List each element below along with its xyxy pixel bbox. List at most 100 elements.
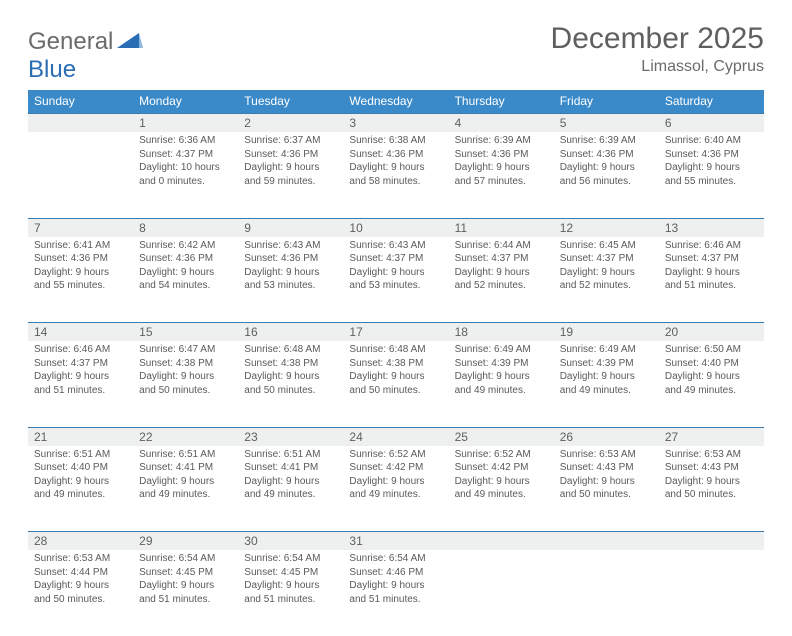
day-info-line: Sunrise: 6:39 AM xyxy=(455,134,548,148)
day-info-line: Sunset: 4:44 PM xyxy=(34,566,127,580)
day-info-line: Sunset: 4:36 PM xyxy=(34,252,127,266)
day-info-line: Sunset: 4:41 PM xyxy=(139,461,232,475)
day-info: Sunrise: 6:39 AMSunset: 4:36 PMDaylight:… xyxy=(453,132,550,188)
day-number-cell: 14 xyxy=(28,323,133,342)
day-info-line: Sunset: 4:39 PM xyxy=(455,357,548,371)
day-info-line: Daylight: 9 hours xyxy=(560,475,653,489)
day-number-cell: 6 xyxy=(659,114,764,133)
day-info-line: and 50 minutes. xyxy=(665,488,758,502)
day-number-cell: 12 xyxy=(554,218,659,237)
day-cell: Sunrise: 6:44 AMSunset: 4:37 PMDaylight:… xyxy=(449,237,554,323)
day-info: Sunrise: 6:40 AMSunset: 4:36 PMDaylight:… xyxy=(663,132,760,188)
day-header-thu: Thursday xyxy=(449,90,554,114)
day-info-line: Sunrise: 6:53 AM xyxy=(34,552,127,566)
day-info-line: Sunrise: 6:44 AM xyxy=(455,239,548,253)
day-info: Sunrise: 6:50 AMSunset: 4:40 PMDaylight:… xyxy=(663,341,760,397)
day-info-line: Sunrise: 6:49 AM xyxy=(560,343,653,357)
day-info-line: Sunset: 4:43 PM xyxy=(665,461,758,475)
day-info-line: and 55 minutes. xyxy=(34,279,127,293)
day-info-line: Sunrise: 6:36 AM xyxy=(139,134,232,148)
day-cell: Sunrise: 6:46 AMSunset: 4:37 PMDaylight:… xyxy=(28,341,133,427)
day-cell: Sunrise: 6:46 AMSunset: 4:37 PMDaylight:… xyxy=(659,237,764,323)
day-info-line: Sunset: 4:46 PM xyxy=(349,566,442,580)
day-info: Sunrise: 6:38 AMSunset: 4:36 PMDaylight:… xyxy=(347,132,444,188)
day-info: Sunrise: 6:53 AMSunset: 4:43 PMDaylight:… xyxy=(663,446,760,502)
day-info: Sunrise: 6:54 AMSunset: 4:45 PMDaylight:… xyxy=(137,550,234,606)
day-info-line: Sunset: 4:36 PM xyxy=(349,148,442,162)
day-number-cell: 8 xyxy=(133,218,238,237)
day-info: Sunrise: 6:51 AMSunset: 4:41 PMDaylight:… xyxy=(137,446,234,502)
day-info-line: Daylight: 9 hours xyxy=(455,475,548,489)
day-number-cell: 30 xyxy=(238,532,343,551)
day-number-cell: 25 xyxy=(449,427,554,446)
day-cell: Sunrise: 6:39 AMSunset: 4:36 PMDaylight:… xyxy=(554,132,659,218)
day-cell: Sunrise: 6:52 AMSunset: 4:42 PMDaylight:… xyxy=(449,446,554,532)
day-number-cell: 17 xyxy=(343,323,448,342)
day-cell: Sunrise: 6:52 AMSunset: 4:42 PMDaylight:… xyxy=(343,446,448,532)
day-info-line: Sunrise: 6:52 AM xyxy=(455,448,548,462)
day-info-line: Daylight: 9 hours xyxy=(244,475,337,489)
day-info-line: Daylight: 9 hours xyxy=(244,161,337,175)
day-header-row: Sunday Monday Tuesday Wednesday Thursday… xyxy=(28,90,764,114)
day-info-line: Daylight: 9 hours xyxy=(455,370,548,384)
day-cell: Sunrise: 6:53 AMSunset: 4:43 PMDaylight:… xyxy=(554,446,659,532)
day-info-line: Sunrise: 6:51 AM xyxy=(34,448,127,462)
day-number-cell: 27 xyxy=(659,427,764,446)
day-info-line: Sunrise: 6:46 AM xyxy=(665,239,758,253)
day-number-row: 14151617181920 xyxy=(28,323,764,342)
day-info-line: and 0 minutes. xyxy=(139,175,232,189)
day-info-line: Sunrise: 6:54 AM xyxy=(244,552,337,566)
logo-text-general: General xyxy=(28,28,113,56)
day-info-row: Sunrise: 6:53 AMSunset: 4:44 PMDaylight:… xyxy=(28,550,764,636)
day-number-cell: 23 xyxy=(238,427,343,446)
day-info-line: Daylight: 9 hours xyxy=(34,579,127,593)
day-info-line: Sunrise: 6:43 AM xyxy=(244,239,337,253)
day-header-sat: Saturday xyxy=(659,90,764,114)
day-cell: Sunrise: 6:36 AMSunset: 4:37 PMDaylight:… xyxy=(133,132,238,218)
day-cell: Sunrise: 6:54 AMSunset: 4:45 PMDaylight:… xyxy=(133,550,238,636)
day-cell: Sunrise: 6:54 AMSunset: 4:45 PMDaylight:… xyxy=(238,550,343,636)
day-number-cell: 11 xyxy=(449,218,554,237)
day-info-row: Sunrise: 6:46 AMSunset: 4:37 PMDaylight:… xyxy=(28,341,764,427)
day-number-cell: 24 xyxy=(343,427,448,446)
day-info-line: Sunset: 4:43 PM xyxy=(560,461,653,475)
day-info-line: Sunrise: 6:53 AM xyxy=(560,448,653,462)
day-info-row: Sunrise: 6:41 AMSunset: 4:36 PMDaylight:… xyxy=(28,237,764,323)
day-info-line: and 49 minutes. xyxy=(139,488,232,502)
header: General December 2025 Limassol, Cyprus xyxy=(28,22,764,76)
day-info-line: Sunset: 4:41 PM xyxy=(244,461,337,475)
day-number-cell: 2 xyxy=(238,114,343,133)
day-info-line: Sunset: 4:40 PM xyxy=(665,357,758,371)
day-info: Sunrise: 6:51 AMSunset: 4:40 PMDaylight:… xyxy=(32,446,129,502)
logo-triangle-icon xyxy=(117,31,143,54)
logo-text-blue: Blue xyxy=(28,56,76,84)
day-info-line: and 55 minutes. xyxy=(665,175,758,189)
day-number-cell: 31 xyxy=(343,532,448,551)
day-number-cell: 13 xyxy=(659,218,764,237)
day-info-line: and 50 minutes. xyxy=(560,488,653,502)
day-info-line: Daylight: 9 hours xyxy=(560,370,653,384)
day-info-line: Daylight: 9 hours xyxy=(665,370,758,384)
day-info-line: Sunset: 4:39 PM xyxy=(560,357,653,371)
day-info-line: and 49 minutes. xyxy=(455,384,548,398)
day-number-cell: 10 xyxy=(343,218,448,237)
day-cell: Sunrise: 6:40 AMSunset: 4:36 PMDaylight:… xyxy=(659,132,764,218)
day-number-cell: 18 xyxy=(449,323,554,342)
day-cell: Sunrise: 6:37 AMSunset: 4:36 PMDaylight:… xyxy=(238,132,343,218)
day-info-line: Daylight: 9 hours xyxy=(139,266,232,280)
day-cell: Sunrise: 6:51 AMSunset: 4:41 PMDaylight:… xyxy=(238,446,343,532)
day-info-line: Daylight: 9 hours xyxy=(665,266,758,280)
day-info-line: Daylight: 9 hours xyxy=(139,579,232,593)
day-cell: Sunrise: 6:45 AMSunset: 4:37 PMDaylight:… xyxy=(554,237,659,323)
day-info-line: Sunrise: 6:53 AM xyxy=(665,448,758,462)
logo-row2: Blue xyxy=(28,56,76,84)
day-info-line: Sunrise: 6:51 AM xyxy=(139,448,232,462)
day-info-row: Sunrise: 6:36 AMSunset: 4:37 PMDaylight:… xyxy=(28,132,764,218)
day-number-cell: 26 xyxy=(554,427,659,446)
day-cell: Sunrise: 6:48 AMSunset: 4:38 PMDaylight:… xyxy=(343,341,448,427)
day-info-line: Daylight: 9 hours xyxy=(139,475,232,489)
day-number-row: 78910111213 xyxy=(28,218,764,237)
day-info-line: Sunrise: 6:45 AM xyxy=(560,239,653,253)
day-cell: Sunrise: 6:43 AMSunset: 4:36 PMDaylight:… xyxy=(238,237,343,323)
day-info-line: Sunset: 4:42 PM xyxy=(455,461,548,475)
